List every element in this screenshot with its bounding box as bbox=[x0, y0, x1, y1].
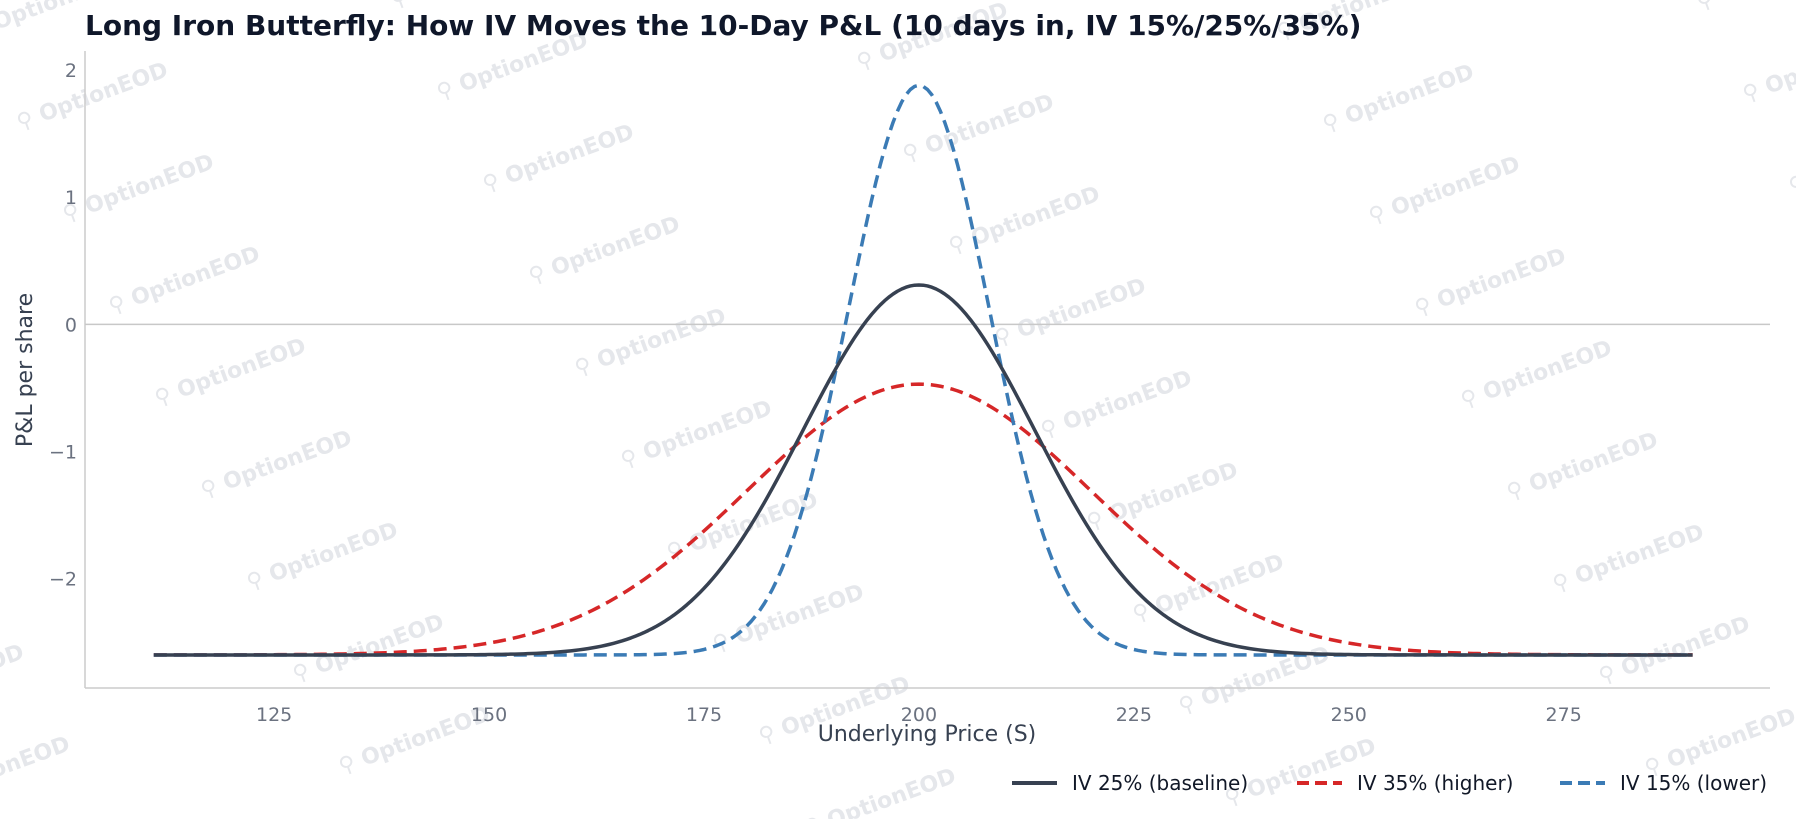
x-tick-label: 250 bbox=[1331, 704, 1367, 726]
watermark-text: ⚲ OptionEOD bbox=[60, 150, 218, 228]
watermark-text: ⚲ OptionEOD bbox=[1366, 152, 1524, 230]
y-tick-label: −2 bbox=[49, 569, 77, 591]
y-tick-label: 1 bbox=[65, 187, 77, 209]
legend-label: IV 15% (lower) bbox=[1620, 771, 1767, 795]
watermark-text: ⚲ OptionEOD bbox=[1038, 366, 1196, 444]
watermark-text: ⚲ OptionEOD bbox=[1412, 244, 1570, 322]
x-tick-labels: 125 150 175 200 225 250 275 bbox=[256, 704, 1582, 726]
legend-label: IV 25% (baseline) bbox=[1072, 771, 1248, 795]
watermark-text: ⚲ OptionEOD bbox=[1740, 30, 1796, 108]
watermark-text: ⚲ OptionEOD bbox=[1550, 520, 1708, 598]
watermark-text: ⚲ OptionEOD bbox=[1458, 336, 1616, 414]
x-tick-label: 275 bbox=[1546, 704, 1582, 726]
chart-title: Long Iron Butterfly: How IV Moves the 10… bbox=[85, 9, 1361, 42]
x-tick-label: 150 bbox=[471, 704, 507, 726]
y-tick-label: 0 bbox=[65, 314, 77, 336]
watermark-text: ⚲ OptionEOD bbox=[106, 242, 264, 320]
watermark-text: ⚲ OptionEOD bbox=[710, 580, 868, 658]
watermark-text: ⚲ OptionEOD bbox=[480, 120, 638, 198]
watermark-text: ⚲ OptionEOD bbox=[1642, 704, 1796, 782]
y-tick-labels: −2 −1 0 1 2 bbox=[49, 60, 77, 591]
watermark-text: ⚲ OptionEOD bbox=[336, 702, 494, 780]
watermark-text: ⚲ OptionEOD bbox=[1596, 612, 1754, 690]
legend: IV 25% (baseline) IV 35% (higher) IV 15% (… bbox=[1012, 771, 1767, 795]
watermark-text: ⚲ OptionEOD bbox=[1320, 60, 1478, 138]
watermark-text: ⚲ OptionEOD bbox=[992, 274, 1150, 352]
y-tick-label: 2 bbox=[65, 60, 77, 82]
series-lines bbox=[153, 83, 1693, 657]
x-tick-label: 125 bbox=[256, 704, 292, 726]
watermark-text: ⚲ OptionEOD bbox=[0, 732, 74, 810]
watermark-text: ⚲ OptionEOD bbox=[802, 764, 960, 819]
watermark-text: ⚲ OptionEOD bbox=[0, 640, 28, 718]
watermark-text: ⚲ OptionEOD bbox=[900, 90, 1058, 168]
watermark-text: ⚲ OptionEOD bbox=[1786, 122, 1796, 200]
series-line-higher bbox=[153, 382, 1693, 657]
watermark-text: ⚲ OptionEOD bbox=[1084, 458, 1242, 536]
watermark-text: ⚲ OptionEOD bbox=[1694, 0, 1796, 16]
watermark-text: ⚲ OptionEOD bbox=[152, 334, 310, 412]
watermark-text: ⚲ OptionEOD bbox=[526, 212, 684, 290]
legend-label: IV 35% (higher) bbox=[1357, 771, 1513, 795]
y-tick-label: −1 bbox=[49, 442, 77, 464]
x-tick-label: 225 bbox=[1116, 704, 1152, 726]
watermark-text: ⚲ OptionEOD bbox=[244, 518, 402, 596]
x-tick-label: 175 bbox=[686, 704, 722, 726]
watermark-text: ⚲ OptionEOD bbox=[14, 58, 172, 136]
watermark-text: ⚲ OptionEOD bbox=[1504, 428, 1662, 506]
x-tick-label: 200 bbox=[901, 704, 937, 726]
watermark-text: ⚲ OptionEOD bbox=[198, 426, 356, 504]
watermark-text: ⚲ OptionEOD bbox=[290, 610, 448, 688]
y-axis-label: P&L per share bbox=[13, 293, 38, 447]
x-axis-label: Underlying Price (S) bbox=[818, 722, 1037, 747]
series-line-baseline bbox=[153, 283, 1693, 657]
watermark-text: ⚲ OptionEOD bbox=[618, 396, 776, 474]
watermark-text: ⚲ OptionEOD bbox=[572, 304, 730, 382]
